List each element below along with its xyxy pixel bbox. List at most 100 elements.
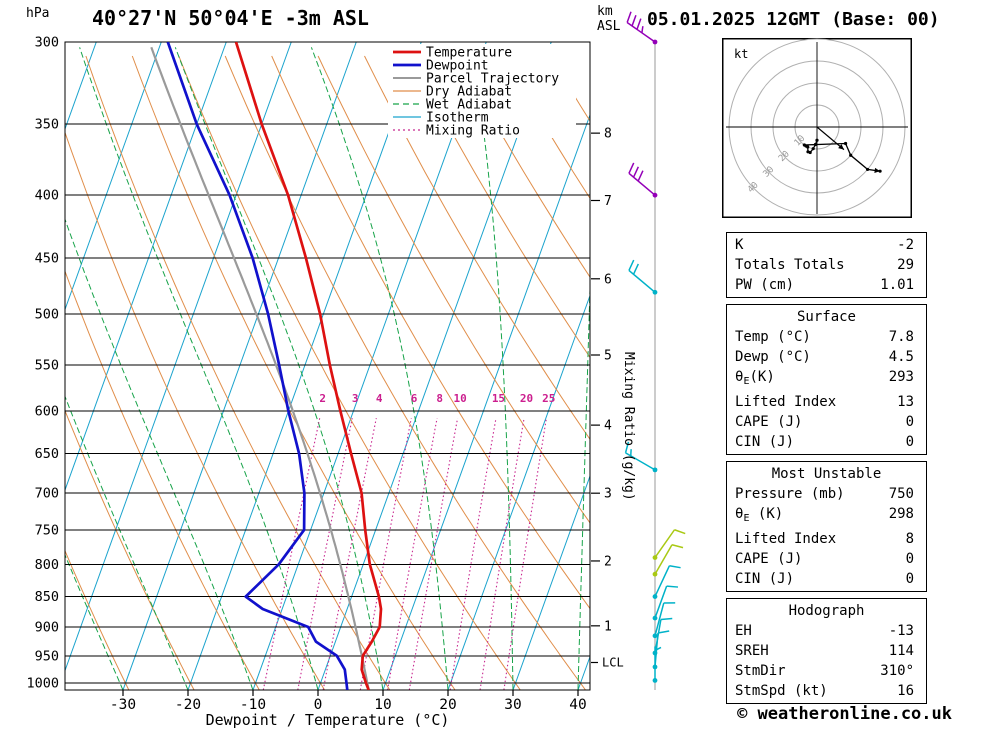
stat-value: 0 — [905, 551, 914, 567]
wind-barb-670 — [624, 441, 658, 473]
svg-text:7: 7 — [604, 194, 612, 209]
stat-value: 298 — [888, 506, 914, 522]
svg-text:-10: -10 — [240, 697, 266, 713]
stat-row: EH -13 — [727, 621, 926, 641]
legend-item-temperature: Temperature — [393, 46, 512, 61]
copyright: © weatheronline.co.uk — [737, 704, 952, 724]
mixing-ratio-axis-label: Mixing Ratio (g/kg) — [621, 352, 636, 501]
legend-item-dry-adiabat: Dry Adiabat — [393, 85, 512, 100]
isotherms-group — [65, 42, 590, 690]
svg-text:450: 450 — [35, 250, 59, 266]
svg-text:6: 6 — [604, 272, 612, 287]
background-lines: 2 3 4 6 8 10 15 20 25 — [65, 42, 590, 690]
stat-row: Temp (°C) 7.8 — [727, 327, 926, 347]
legend-item-parcel-trajectory: Parcel Trajectory — [393, 72, 559, 87]
svg-text:8: 8 — [604, 127, 612, 142]
stats-table-indices: K -2 Totals Totals 29 PW (cm) 1.01 — [726, 232, 927, 298]
stats-table-header: Hodograph — [788, 603, 865, 619]
km-axis-labels: 8 7 6 5 4 3 2 1 LCL — [591, 127, 624, 669]
stat-label: SREH — [735, 643, 769, 659]
wind-barb-790 — [652, 529, 686, 560]
pressure-grid — [64, 41, 591, 691]
stat-value: 16 — [897, 683, 914, 699]
stat-row: CAPE (J) 0 — [727, 549, 926, 569]
stat-label: PW (cm) — [735, 277, 795, 293]
svg-text:3: 3 — [352, 392, 359, 405]
svg-text:-20: -20 — [175, 697, 201, 713]
svg-text:Parcel Trajectory: Parcel Trajectory — [426, 72, 559, 87]
svg-text:Dewpoint: Dewpoint — [426, 59, 489, 74]
svg-text:1000: 1000 — [26, 676, 59, 692]
svg-text:850: 850 — [35, 589, 59, 605]
stat-row: Lifted Index 13 — [727, 392, 926, 412]
svg-text:400: 400 — [35, 188, 59, 204]
legend-item-wet-adiabat: Wet Adiabat — [393, 98, 512, 113]
stat-value: 0 — [905, 434, 914, 450]
altitude-axis-unit: km ASL — [597, 4, 620, 34]
stat-value: -13 — [888, 623, 914, 639]
stat-row: K -2 — [727, 235, 926, 255]
stats-table-header: Surface — [796, 309, 856, 325]
svg-text:Wet Adiabat: Wet Adiabat — [426, 98, 512, 113]
sounding-curves — [150, 42, 383, 690]
stats-tables: K -2 Totals Totals 29 PW (cm) 1.01 Surface Temp… — [726, 232, 927, 710]
stat-value: 310° — [880, 663, 914, 679]
svg-text:20: 20 — [439, 697, 456, 713]
legend-item-isotherm: Isotherm — [393, 111, 489, 126]
svg-text:kt: kt — [734, 47, 748, 61]
svg-text:LCL: LCL — [602, 655, 624, 669]
stat-row: StmSpd (kt) 16 — [727, 681, 926, 701]
stats-table-surface: Surface Temp (°C) 7.8 Dewp (°C) 4.5 θE(K) 293 L… — [726, 304, 927, 455]
stats-table-hodograph: Hodograph EH -13 SREH 114 StmDir 310° StmSpd (k… — [726, 598, 927, 704]
stat-label: Dewp (°C) — [735, 349, 811, 365]
svg-text:750: 750 — [35, 522, 59, 538]
stat-row: Lifted Index 8 — [727, 529, 926, 549]
x-axis-label: Dewpoint / Temperature (°C) — [205, 711, 450, 729]
stat-value: 293 — [888, 369, 914, 385]
hodograph-unit-label: kt — [734, 47, 748, 61]
parcel-trajectory-curve — [150, 46, 370, 690]
stat-value: 114 — [888, 643, 914, 659]
stats-table-header: Most Unstable — [771, 466, 882, 482]
svg-text:2: 2 — [319, 392, 326, 405]
svg-text:20: 20 — [520, 392, 533, 405]
wind-barb-400 — [628, 162, 658, 198]
mixing-ratio-group: 2 3 4 6 8 10 15 20 25 — [262, 392, 555, 690]
svg-text:6: 6 — [411, 392, 418, 405]
stat-row: CIN (J) 0 — [727, 569, 926, 589]
svg-text:350: 350 — [35, 117, 59, 133]
stat-label: Lifted Index — [735, 394, 837, 410]
run-datetime-title: 05.01.2025 12GMT (Base: 00) — [647, 9, 940, 30]
svg-text:-30: -30 — [110, 697, 136, 713]
wind-barb-815 — [652, 544, 684, 577]
svg-text:2: 2 — [604, 554, 612, 569]
altitude-unit-asl: ASL — [597, 19, 621, 34]
svg-text:600: 600 — [35, 404, 59, 420]
temperature-tick-labels: -30 -20 -10 0 10 20 30 40 — [110, 690, 587, 713]
stat-row: SREH 114 — [727, 641, 926, 661]
hodograph-trace — [802, 138, 882, 174]
svg-text:1: 1 — [604, 619, 612, 634]
svg-text:Dry Adiabat: Dry Adiabat — [426, 85, 512, 100]
pressure-axis-unit: hPa — [26, 6, 50, 21]
wind-barb-915 — [652, 602, 676, 639]
stat-value: 0 — [905, 414, 914, 430]
stat-row: CAPE (J) 0 — [727, 412, 926, 432]
svg-text:Temperature: Temperature — [426, 46, 512, 61]
stat-row: CIN (J) 0 — [727, 432, 926, 452]
stat-row: Totals Totals 29 — [727, 255, 926, 275]
stat-label: Lifted Index — [735, 531, 837, 547]
stat-row: PW (cm) 1.01 — [727, 275, 926, 295]
stat-value: 4.5 — [888, 349, 914, 365]
stat-row: θE (K) 298 — [727, 504, 926, 529]
svg-text:500: 500 — [35, 307, 59, 323]
svg-text:25: 25 — [542, 392, 555, 405]
dry-adiabats-group — [65, 55, 590, 690]
stat-label: Pressure (mb) — [735, 486, 845, 502]
svg-text:40: 40 — [569, 697, 586, 713]
stat-row: Dewp (°C) 4.5 — [727, 347, 926, 367]
svg-text:8: 8 — [436, 392, 443, 405]
